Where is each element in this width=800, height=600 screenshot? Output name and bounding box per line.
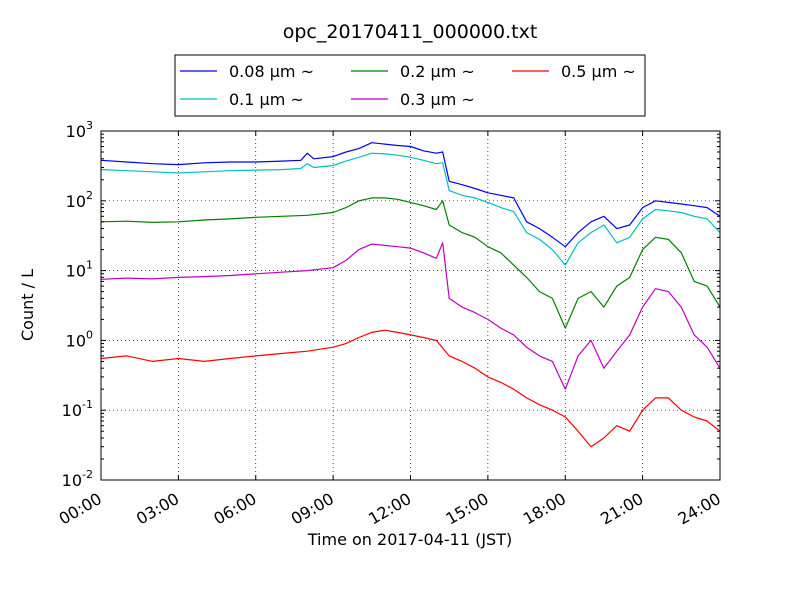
y-tick-exponent: -1 bbox=[82, 398, 93, 411]
y-tick-label: 101 bbox=[66, 259, 93, 281]
x-tick-label: 00:00 bbox=[56, 489, 105, 529]
y-tick-base: 10 bbox=[66, 192, 86, 211]
series-lines bbox=[100, 142, 721, 448]
x-tick-labels: 00:00 03:00 06:00 09:00 12:00 15:00 18:00 21:00… bbox=[56, 489, 724, 529]
y-tick-base: 10 bbox=[66, 331, 86, 350]
y-axis-label: Count / L bbox=[18, 269, 37, 341]
x-tick-label: 15:00 bbox=[442, 489, 491, 529]
y-tick-label: 100 bbox=[66, 328, 93, 350]
y-tick-label: 103 bbox=[66, 119, 93, 141]
x-tick-label: 18:00 bbox=[520, 489, 569, 529]
legend-entries: 0.08 μm ~ 0.1 μm ~ 0.2 μm ~ 0.3 μm ~ 0.5 μm … bbox=[180, 62, 636, 109]
y-tick-exponent: 0 bbox=[86, 328, 93, 341]
x-tick-label: 24:00 bbox=[675, 489, 724, 529]
y-tick-base: 10 bbox=[62, 471, 82, 490]
x-tick-label: 03:00 bbox=[133, 489, 182, 529]
x-axis-label: Time on 2017-04-11 (JST) bbox=[307, 530, 512, 549]
series-line-0 bbox=[100, 142, 721, 248]
y-tick-label: 10-2 bbox=[62, 468, 93, 490]
y-tick-base: 10 bbox=[66, 122, 86, 141]
legend-label: 0.1 μm ~ bbox=[229, 90, 304, 109]
plot-frame bbox=[100, 130, 721, 481]
series-line-2 bbox=[100, 197, 721, 329]
legend-label: 0.2 μm ~ bbox=[400, 62, 475, 81]
x-tick-label: 09:00 bbox=[288, 489, 337, 529]
series-line-4 bbox=[100, 329, 721, 448]
legend: 0.08 μm ~ 0.1 μm ~ 0.2 μm ~ 0.3 μm ~ 0.5 μm … bbox=[174, 54, 646, 117]
x-tick-label: 21:00 bbox=[597, 489, 646, 529]
y-tick-exponent: -2 bbox=[82, 468, 93, 481]
series-line-3 bbox=[100, 242, 721, 390]
y-tick-base: 10 bbox=[62, 401, 82, 420]
chart-title: opc_20170411_000000.txt bbox=[283, 21, 538, 43]
series-line-1 bbox=[100, 152, 721, 266]
legend-label: 0.08 μm ~ bbox=[229, 62, 314, 81]
y-tick-label: 10-1 bbox=[62, 398, 93, 420]
y-tick-exponent: 1 bbox=[86, 259, 93, 272]
legend-box bbox=[174, 54, 646, 117]
legend-label: 0.3 μm ~ bbox=[400, 90, 475, 109]
legend-label: 0.5 μm ~ bbox=[561, 62, 636, 81]
x-tick-label: 06:00 bbox=[210, 489, 259, 529]
grid-lines bbox=[100, 130, 721, 481]
y-tick-base: 10 bbox=[66, 262, 86, 281]
x-tick-label: 12:00 bbox=[365, 489, 414, 529]
y-tick-exponent: 3 bbox=[86, 119, 93, 132]
y-tick-label: 102 bbox=[66, 189, 93, 211]
y-tick-exponent: 2 bbox=[86, 189, 93, 202]
